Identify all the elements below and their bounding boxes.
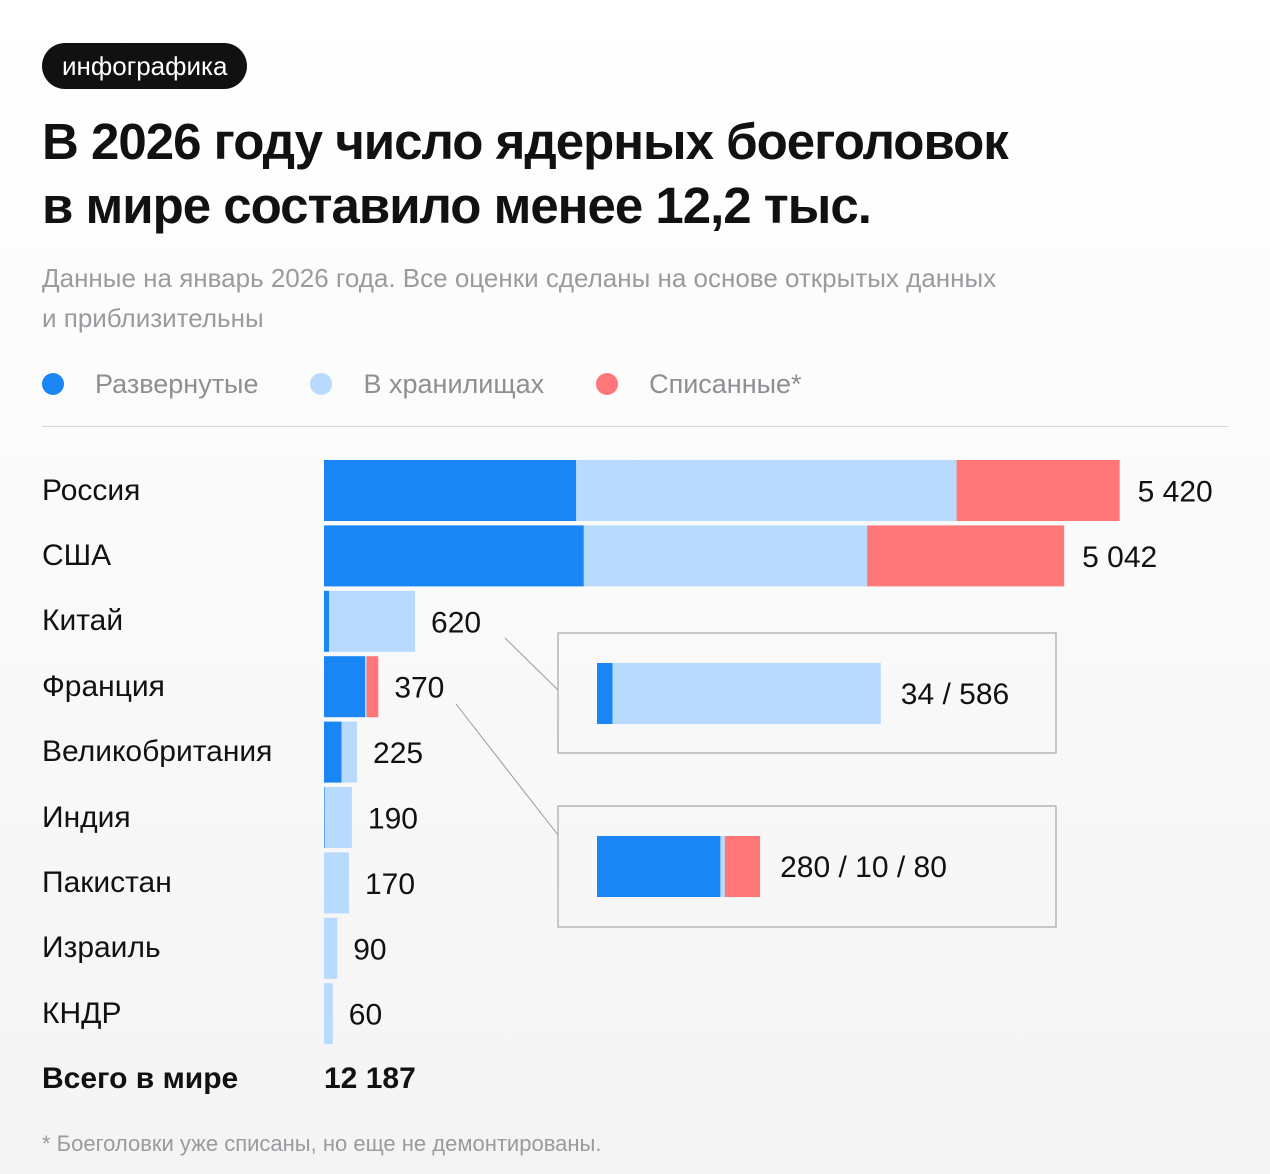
footnote: * Боеголовки уже списаны, но еще не демо… — [42, 1131, 602, 1156]
bar-segment — [956, 460, 1120, 521]
value-label: 170 — [365, 868, 415, 901]
callout-box — [557, 632, 1057, 754]
bar-segment — [324, 787, 325, 848]
value-label: 5 042 — [1082, 541, 1157, 574]
subtitle-line-2: и приблизительны — [42, 303, 264, 333]
bar-segment — [324, 525, 584, 587]
legend-divider — [42, 426, 1228, 427]
legend-dot-retired — [596, 373, 619, 395]
callout-value-label: 34 / 586 — [901, 678, 1009, 711]
value-label: 190 — [368, 803, 418, 836]
value-label: 225 — [373, 737, 423, 770]
value-label: 620 — [431, 606, 481, 639]
category-label: Израиль — [42, 931, 161, 965]
bar-segment — [324, 787, 352, 848]
subtitle: Данные на январь 2026 года. Все оценки с… — [42, 258, 1222, 338]
category-label: КНДР — [42, 996, 122, 1030]
value-label: 60 — [349, 999, 382, 1032]
callout-connector — [504, 637, 559, 691]
bar-segment — [324, 721, 342, 783]
legend-dot-stored — [310, 373, 333, 395]
callout-connector — [455, 703, 559, 836]
category-tag: инфографика — [42, 43, 248, 89]
legend-label-stored: В хранилищах — [363, 368, 545, 399]
callout-box — [557, 805, 1057, 928]
legend-label-retired: Списанные* — [649, 368, 802, 399]
bar-segment — [324, 917, 338, 979]
callout-bar-segment — [597, 663, 613, 724]
total-value: 12 187 — [324, 1062, 416, 1095]
callout-value-label: 280 / 10 / 80 — [780, 851, 947, 884]
bar-segment — [324, 983, 333, 1045]
category-label: Индия — [42, 800, 131, 834]
subtitle-line-1: Данные на январь 2026 года. Все оценки с… — [42, 263, 997, 293]
category-label: Россия — [42, 473, 141, 507]
legend-item-stored: В хранилищах — [310, 369, 544, 400]
legend-item-retired: Списанные* — [596, 368, 802, 400]
total-label: Всего в мире — [42, 1062, 239, 1095]
category-label: Китай — [42, 604, 124, 638]
page-title: В 2026 году число ядерных боеголовок в м… — [42, 110, 1222, 238]
bar-segment — [366, 656, 379, 718]
value-label: 370 — [394, 672, 444, 705]
bar-segment — [324, 656, 366, 718]
legend-item-deployed: Развернутые — [42, 369, 258, 400]
legend-label-deployed: Развернутые — [95, 368, 259, 399]
category-label: США — [42, 538, 112, 572]
callout-bar-segment — [597, 836, 721, 897]
bar-segment — [365, 656, 367, 718]
value-label: 5 420 — [1138, 476, 1213, 509]
legend-dot-deployed — [42, 373, 64, 395]
callout-bar-segment — [612, 663, 881, 724]
category-label: Великобритания — [42, 735, 273, 769]
value-label: 90 — [353, 933, 386, 966]
bar-segment — [324, 852, 349, 914]
bar-segment — [324, 590, 329, 652]
callout-bar-segment — [720, 836, 725, 897]
bar-segment — [576, 460, 957, 521]
chart-legend: Развернутые В хранилищах Списанные* — [42, 360, 854, 408]
title-line-2: в мире составило менее 12,2 тыс. — [42, 177, 872, 234]
bar-segment — [583, 525, 868, 587]
bar-segment — [867, 525, 1065, 587]
title-line-1: В 2026 году число ядерных боеголовок — [42, 113, 1009, 170]
category-label: Франция — [42, 669, 165, 703]
category-label: Пакистан — [42, 865, 172, 899]
callout-bar-segment — [724, 836, 761, 897]
bar-segment — [328, 590, 416, 652]
bar-segment — [341, 721, 358, 783]
bar-segment — [324, 460, 577, 521]
